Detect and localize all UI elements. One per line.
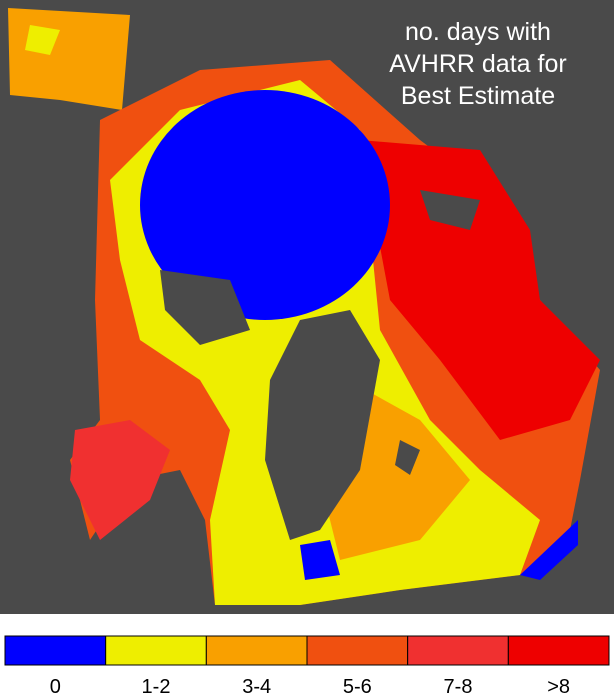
land-region xyxy=(360,140,600,440)
land-gap xyxy=(160,270,250,345)
legend-label: 0 xyxy=(50,676,61,695)
legend-swatch xyxy=(205,635,308,666)
ice-region xyxy=(300,540,340,580)
legend-label: 7-8 xyxy=(444,676,473,695)
legend-swatch xyxy=(105,635,207,666)
title-line: Best Estimate xyxy=(401,82,555,110)
legend-swatch xyxy=(507,635,610,666)
ice-region xyxy=(140,90,390,320)
legend-label: 5-6 xyxy=(343,676,372,695)
greenland xyxy=(265,310,380,540)
title-line: no. days with xyxy=(405,18,551,46)
title-line: AVHRR data for xyxy=(389,50,566,78)
map xyxy=(8,8,600,605)
land-region xyxy=(70,420,170,540)
land-gap xyxy=(395,440,420,475)
land-region xyxy=(8,8,130,110)
legend: 0 1-2 3-4 5-6 7-8 >8 xyxy=(4,635,610,695)
legend-label: 1-2 xyxy=(142,676,171,695)
legend-label: >8 xyxy=(547,676,570,695)
legend-swatch xyxy=(4,635,107,666)
land-gap xyxy=(420,190,480,230)
ice-region xyxy=(520,520,578,580)
land-region xyxy=(25,25,60,55)
legend-swatch xyxy=(306,635,409,666)
legend-label: 3-4 xyxy=(242,676,271,695)
legend-swatch xyxy=(407,635,509,666)
